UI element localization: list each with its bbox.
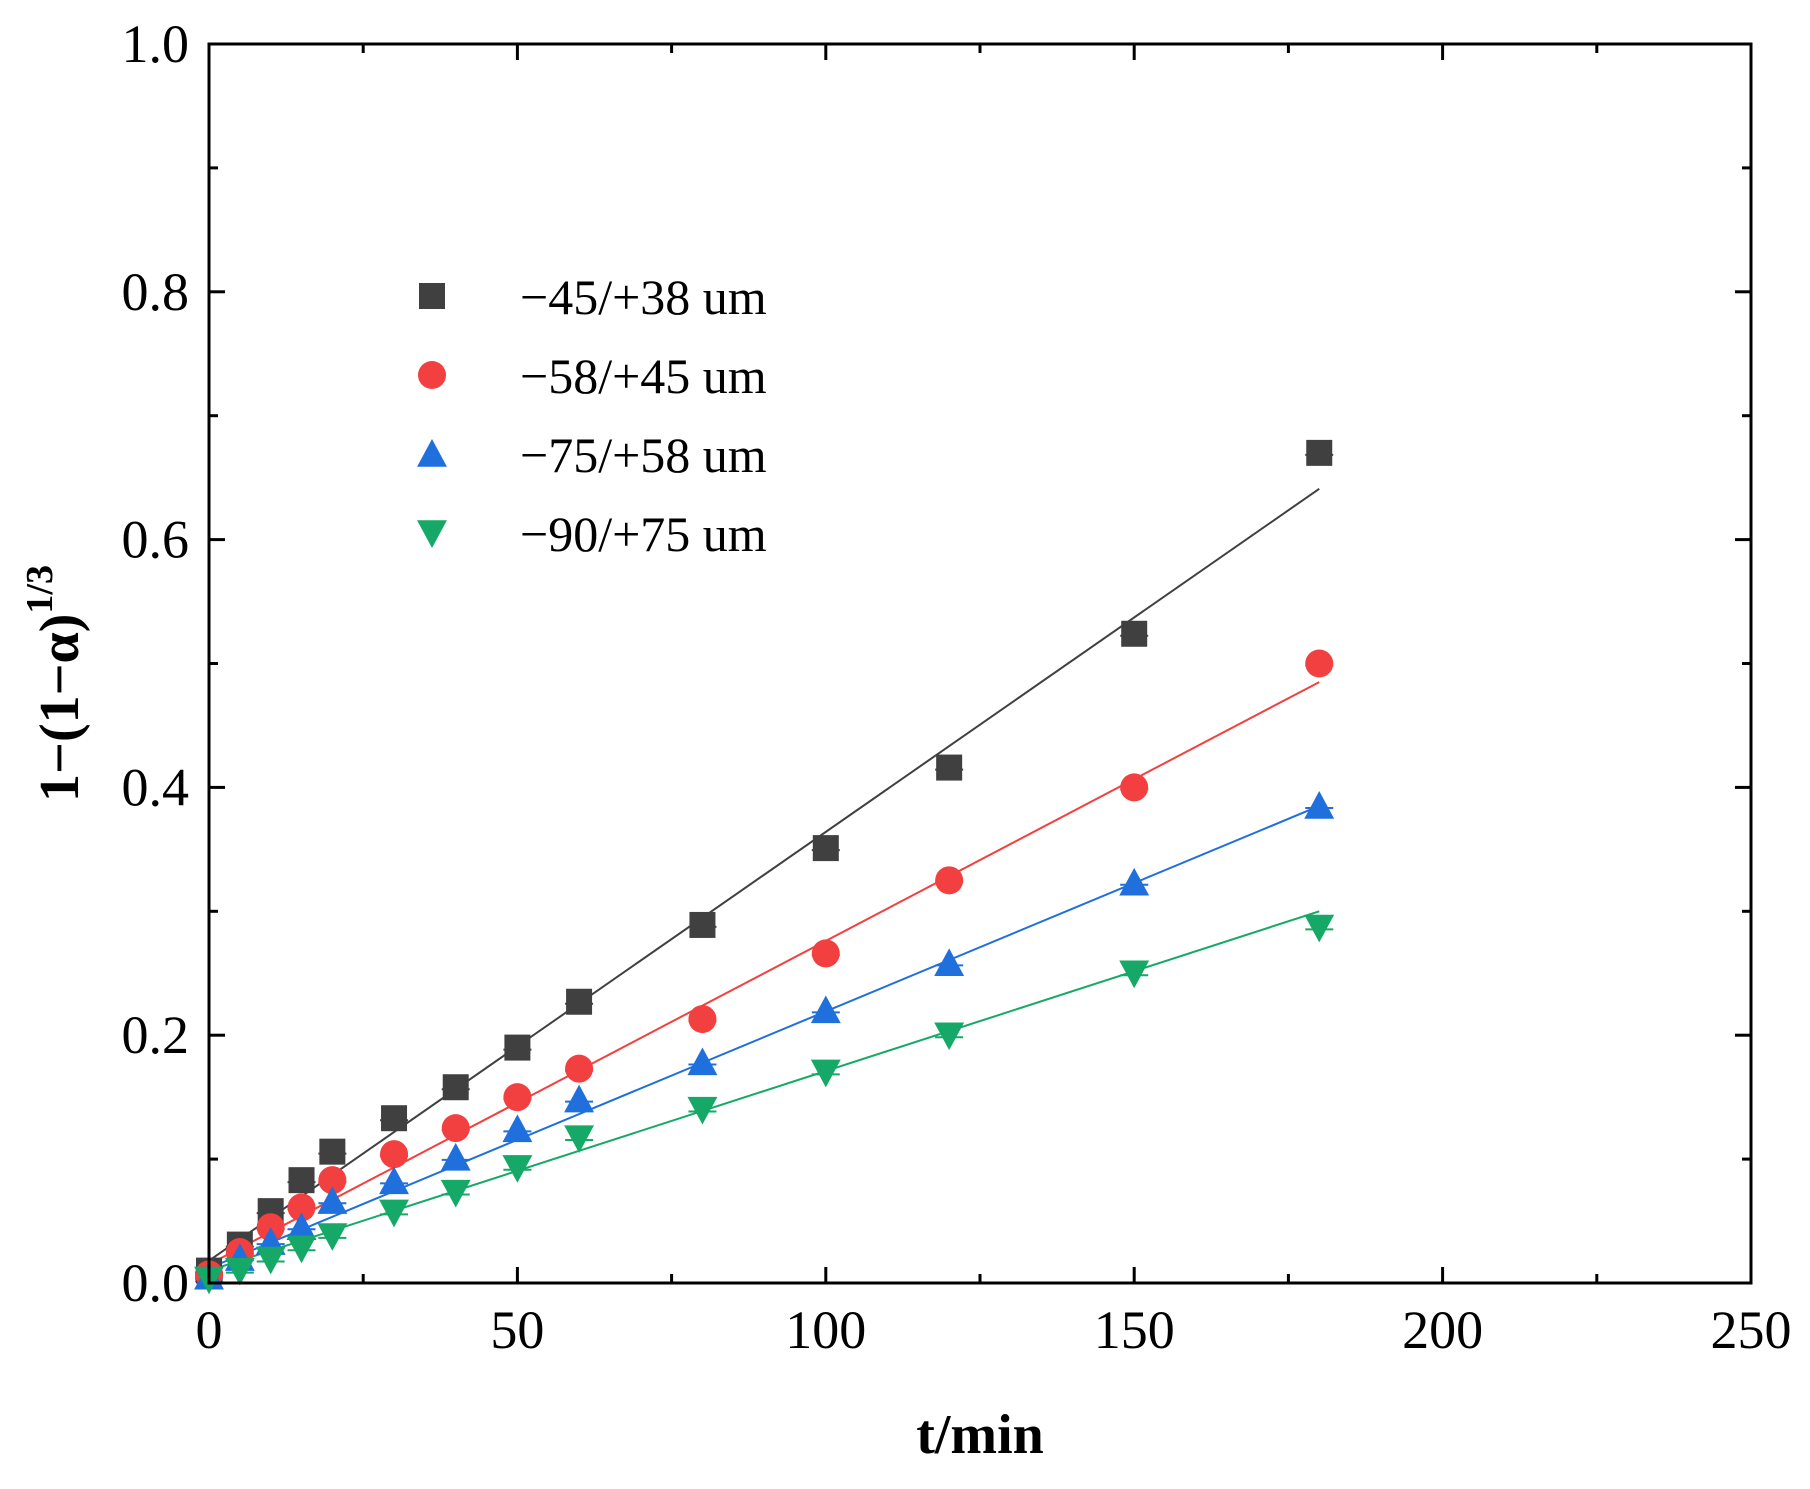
data-point-series-3: [810, 995, 841, 1024]
data-point-series-2: [811, 939, 840, 968]
data-point-series-3: [1119, 867, 1150, 896]
legend: −45/+38 um −58/+45 um −75/+58 um −90/+75 um: [417, 269, 767, 562]
data-point-series-3: [317, 1186, 348, 1214]
data-point-series-4: [317, 1223, 348, 1251]
data-point-series-3: [286, 1212, 317, 1240]
data-point-series-4: [810, 1059, 841, 1088]
plot-frame: [207, 42, 1753, 1285]
x-tick-label: 250: [1711, 1300, 1792, 1360]
data-point-series-1: [1121, 620, 1148, 647]
x-tick-label: 100: [785, 1300, 866, 1360]
y-tick-label: 0.4: [122, 757, 190, 817]
legend-marker-2: [418, 361, 446, 389]
data-point-series-1: [812, 835, 839, 862]
data-point-series-3: [1304, 791, 1335, 819]
tick-labels: 0 50 100 150 200 250 0.0 0.2 0.4 0.6 0.8 1.0: [122, 14, 1792, 1360]
data-point-series-4: [564, 1125, 595, 1153]
legend-marker-4: [417, 520, 447, 548]
x-tick-label: 50: [490, 1300, 544, 1360]
y-tick-label: 1.0: [122, 14, 190, 74]
legend-marker-1: [419, 283, 445, 309]
data-point-series-2: [503, 1083, 532, 1112]
y-tick-label: 0.8: [122, 262, 190, 322]
data-point-series-2: [1120, 773, 1149, 802]
x-axis-title: t/min: [916, 1404, 1044, 1466]
data-point-series-1: [288, 1167, 315, 1194]
data-point-series-1: [381, 1105, 408, 1132]
data-point-series-2: [565, 1054, 594, 1083]
data-point-series-3: [934, 948, 965, 977]
data-point-series-1: [504, 1034, 531, 1061]
legend-label-1: −45/+38 um: [520, 269, 767, 325]
data-point-series-4: [1119, 960, 1150, 989]
data-point-series-2: [1305, 649, 1334, 678]
x-tick-label: 0: [196, 1300, 223, 1360]
fit-line-series-2: [208, 681, 1320, 1266]
data-point-series-3: [564, 1084, 595, 1113]
x-tick-label: 150: [1094, 1300, 1175, 1360]
data-point-series-1: [1306, 439, 1333, 466]
data-point-series-1: [689, 911, 716, 938]
data-point-series-4: [224, 1257, 255, 1286]
data-point-series-3: [440, 1142, 471, 1171]
y-tick-label: 0.2: [122, 1005, 190, 1065]
data-markers: [194, 439, 1335, 1295]
data-point-series-2: [380, 1140, 409, 1169]
data-point-series-2: [441, 1114, 470, 1143]
y-tick-label: 0.0: [122, 1253, 190, 1313]
y-axis-title-superscript: 1/3: [19, 565, 61, 614]
data-point-series-2: [688, 1005, 717, 1034]
data-point-series-4: [379, 1199, 409, 1228]
data-point-series-4: [687, 1096, 718, 1125]
data-point-series-1: [566, 988, 593, 1015]
data-point-series-4: [934, 1022, 965, 1051]
data-point-series-4: [255, 1246, 286, 1275]
data-point-series-4: [1304, 914, 1335, 943]
data-point-series-3: [687, 1047, 718, 1076]
y-tick-label: 0.6: [122, 510, 190, 570]
fit-line-series-1: [208, 487, 1320, 1262]
legend-label-3: −75/+58 um: [520, 427, 767, 483]
legend-marker-3: [417, 439, 447, 467]
data-point-series-4: [440, 1179, 471, 1208]
fit-lines: [208, 487, 1320, 1272]
axis-ticks: [207, 42, 1753, 1285]
data-point-series-4: [286, 1235, 317, 1264]
fit-line-series-4: [208, 910, 1320, 1272]
data-point-series-2: [287, 1193, 316, 1222]
data-point-series-1: [442, 1074, 469, 1101]
error-bars: [195, 453, 1334, 1283]
data-point-series-3: [379, 1166, 409, 1195]
data-point-series-2: [318, 1166, 347, 1195]
data-point-series-4: [502, 1155, 533, 1183]
data-point-series-1: [319, 1138, 346, 1165]
y-axis-title-base: 1−(1−α): [29, 614, 91, 802]
data-point-series-3: [502, 1114, 533, 1143]
data-point-series-2: [935, 866, 964, 895]
legend-label-2: −58/+45 um: [520, 348, 767, 404]
data-point-series-1: [936, 754, 963, 781]
y-axis-title: 1−(1−α)1/3: [19, 565, 91, 802]
x-tick-label: 200: [1402, 1300, 1483, 1360]
legend-label-4: −90/+75 um: [520, 506, 767, 562]
